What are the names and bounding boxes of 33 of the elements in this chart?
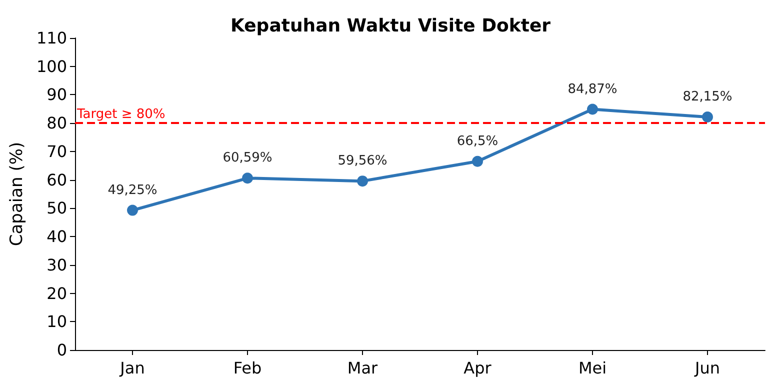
point	[242, 172, 253, 184]
data-label: 60,59%	[222, 150, 272, 166]
y-tick-label: 110	[36, 28, 67, 48]
data-label: 59,56%	[338, 154, 388, 169]
ref-line-label: Target ≥ 80%	[76, 107, 166, 122]
data-label: 49,25%	[108, 182, 158, 198]
x-tick-label: Jun	[694, 358, 720, 378]
y-tick-label: 40	[46, 227, 67, 246]
point	[587, 104, 598, 115]
point	[472, 156, 483, 167]
y-tick-label: 30	[46, 255, 67, 274]
y-tick-label: 80	[46, 114, 67, 133]
x-tick-label: Mar	[347, 358, 378, 378]
y-axis-title: Capaian (%)	[7, 142, 28, 246]
y-tick-label: 10	[46, 312, 67, 332]
data-label: 84,87%	[568, 82, 618, 97]
y-tick-label: 0	[56, 340, 67, 360]
point	[702, 111, 713, 122]
y-tick-label: 50	[46, 198, 67, 218]
chart-title: Kepatuhan Waktu Visite Dokter	[230, 16, 551, 36]
y-tick-label: 20	[46, 284, 67, 303]
x-tick-label: Feb	[233, 358, 262, 378]
point	[357, 176, 368, 187]
y-tick-label: 70	[46, 142, 67, 161]
x-tick-label: Mei	[578, 358, 607, 378]
y-tick-label: 60	[46, 170, 67, 190]
x-tick-label: Apr	[464, 358, 492, 378]
y-tick-label: 90	[46, 85, 67, 104]
data-label: 66,5%	[456, 134, 498, 149]
y-tick-label: 100	[36, 56, 67, 76]
data-label: 82,15%	[682, 89, 732, 104]
x-tick-label: Jan	[119, 358, 145, 378]
point	[127, 204, 138, 216]
